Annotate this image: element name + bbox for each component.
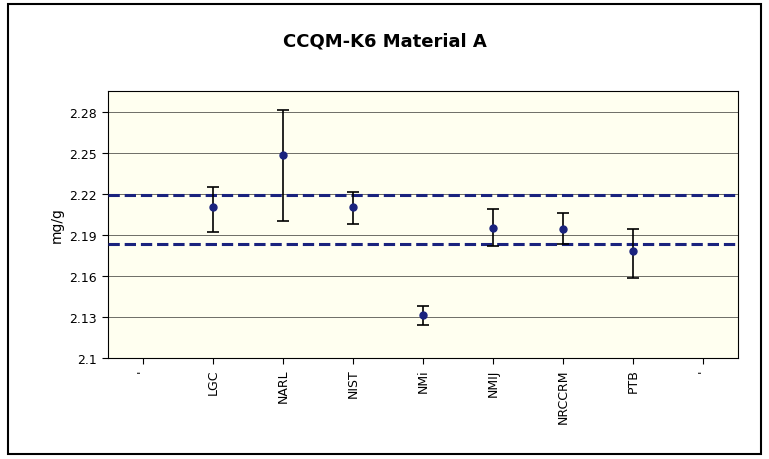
Y-axis label: mg/g: mg/g	[50, 207, 64, 243]
Text: CCQM-K6 Material A: CCQM-K6 Material A	[283, 32, 486, 50]
